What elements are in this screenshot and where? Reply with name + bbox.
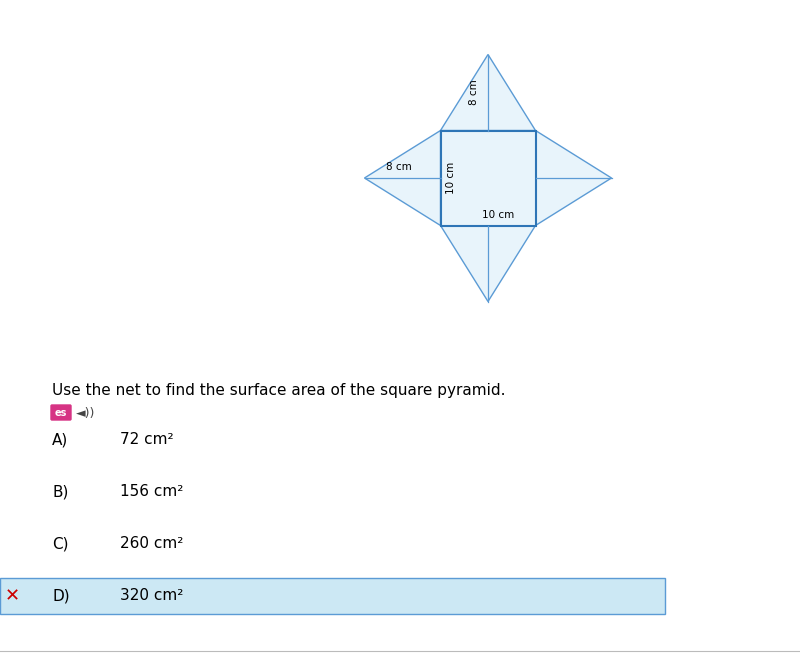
Text: ◄)): ◄)) xyxy=(76,407,95,419)
Text: B): B) xyxy=(52,485,68,500)
Text: 8 cm: 8 cm xyxy=(386,162,411,172)
Text: 8 cm: 8 cm xyxy=(469,80,479,105)
Text: 72 cm²: 72 cm² xyxy=(120,432,174,447)
Text: A): A) xyxy=(52,432,68,447)
Text: 10 cm: 10 cm xyxy=(482,210,514,219)
Text: es: es xyxy=(55,408,67,418)
Text: ✕: ✕ xyxy=(5,587,19,605)
Bar xyxy=(0,578,665,614)
Text: 260 cm²: 260 cm² xyxy=(120,537,183,552)
Text: 320 cm²: 320 cm² xyxy=(120,588,183,603)
Polygon shape xyxy=(441,225,535,302)
Text: D): D) xyxy=(52,588,70,603)
Polygon shape xyxy=(365,131,441,225)
Polygon shape xyxy=(535,131,611,225)
Text: 10 cm: 10 cm xyxy=(446,162,455,194)
Polygon shape xyxy=(441,54,535,131)
Text: 156 cm²: 156 cm² xyxy=(120,485,183,500)
FancyBboxPatch shape xyxy=(51,405,71,420)
Polygon shape xyxy=(441,131,535,225)
Text: C): C) xyxy=(52,537,69,552)
Text: Use the net to find the surface area of the square pyramid.: Use the net to find the surface area of … xyxy=(52,383,506,398)
